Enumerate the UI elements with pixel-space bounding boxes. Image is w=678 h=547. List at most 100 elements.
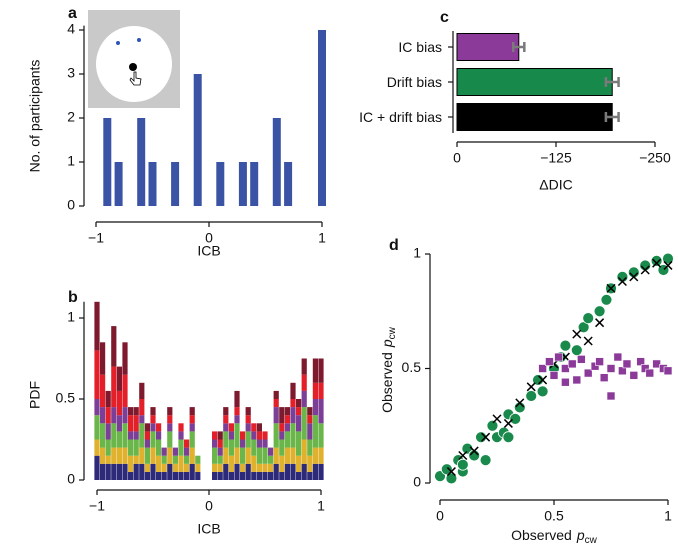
bar-segment <box>307 471 313 480</box>
point <box>582 312 595 325</box>
bar-segment <box>111 326 117 367</box>
bar-segment <box>178 431 184 440</box>
x-tick-label: 0 <box>205 498 213 514</box>
bar-segment <box>245 407 251 416</box>
bar-segment <box>217 439 223 448</box>
bar-segment <box>273 390 279 399</box>
bar-segment <box>251 471 257 480</box>
bar-segment <box>312 399 318 416</box>
bar-segment <box>128 431 134 440</box>
x-tick-label: 1 <box>664 508 672 524</box>
bar-segment <box>284 463 290 480</box>
point <box>606 391 616 401</box>
point <box>446 467 456 477</box>
bar-segment <box>122 447 128 464</box>
bar <box>216 162 225 206</box>
bar-segment <box>116 447 122 464</box>
point <box>640 265 650 275</box>
point <box>629 272 639 282</box>
point <box>606 283 616 293</box>
bar-segment <box>228 431 234 440</box>
bar-segment <box>240 439 246 448</box>
bar-segment <box>256 447 262 464</box>
point <box>456 458 469 471</box>
point <box>645 368 655 378</box>
y-tick-label: 2 <box>67 109 75 125</box>
bar-segment <box>256 471 262 480</box>
bar-segment <box>128 471 134 480</box>
bar <box>137 118 146 206</box>
x-tick-label: 1 <box>317 498 325 514</box>
bar-segment <box>144 423 150 432</box>
bar-segment <box>296 431 302 456</box>
x-tick-label: 0 <box>453 150 461 166</box>
point <box>567 359 577 369</box>
point <box>600 293 613 306</box>
point <box>572 329 582 339</box>
bar-segment <box>156 471 162 480</box>
bar-segment <box>133 463 139 480</box>
bar-segment <box>228 423 234 432</box>
point <box>595 357 604 366</box>
bar-segment <box>105 390 111 408</box>
bar-segment <box>296 407 302 416</box>
bar-segment <box>161 455 167 464</box>
category-label-box: IC + drift bias <box>359 109 442 124</box>
bar-segment <box>133 439 139 456</box>
bar-segment <box>128 407 134 416</box>
y-tick-label: 0.5 <box>402 359 422 375</box>
bar-segment <box>167 415 173 424</box>
bar-segment <box>318 382 324 399</box>
bar-segment <box>290 463 296 480</box>
point <box>617 276 627 287</box>
bar-segment <box>301 390 307 408</box>
bar-segment <box>195 455 201 464</box>
x-tick-label: −1 <box>89 498 105 514</box>
panel-label: d <box>389 237 399 254</box>
bar-segment <box>251 439 257 456</box>
bar-segment <box>279 471 285 480</box>
bar-segment <box>94 455 100 480</box>
bar-segment <box>156 423 162 432</box>
point <box>458 450 468 461</box>
bar-segment <box>262 471 268 480</box>
point <box>545 357 554 366</box>
bar-segment <box>284 423 290 432</box>
bar-segment <box>284 431 290 448</box>
bar <box>114 162 123 206</box>
y-axis-title: No. of participants <box>27 60 43 173</box>
bar-segment <box>105 407 111 424</box>
bar-segment <box>184 471 190 480</box>
bar-segment <box>139 447 145 464</box>
bar-segment <box>240 447 246 464</box>
bar-segment <box>290 423 296 448</box>
error-bar <box>604 112 620 122</box>
point <box>595 318 605 328</box>
bar-segment <box>111 447 117 464</box>
point <box>572 375 582 385</box>
bar-segment <box>133 455 139 464</box>
y-axis-title: PDF <box>27 381 43 409</box>
bar-segment <box>122 423 128 448</box>
bar-segment <box>279 407 285 424</box>
bar-segment <box>284 407 290 416</box>
bar-segment <box>273 399 279 408</box>
bar-segment <box>296 455 302 472</box>
bar-segment <box>94 439 100 456</box>
x-tick-label: 0 <box>205 230 213 246</box>
bar-segment <box>312 463 318 480</box>
bar <box>103 118 112 206</box>
bar-segment <box>301 374 307 391</box>
bar-segment <box>161 447 167 456</box>
category-label-box: Drift bias <box>387 74 442 89</box>
title-subscript: cw <box>387 326 398 339</box>
bar-segment <box>111 463 117 480</box>
bar-segment <box>139 399 145 416</box>
bar-segment <box>223 423 229 432</box>
bar-segment <box>296 415 302 432</box>
bar-segment <box>301 463 307 480</box>
bar-segment <box>94 399 100 416</box>
y-tick-label: 4 <box>67 21 75 37</box>
bar-segment <box>318 399 324 424</box>
bar-segment <box>234 447 240 464</box>
